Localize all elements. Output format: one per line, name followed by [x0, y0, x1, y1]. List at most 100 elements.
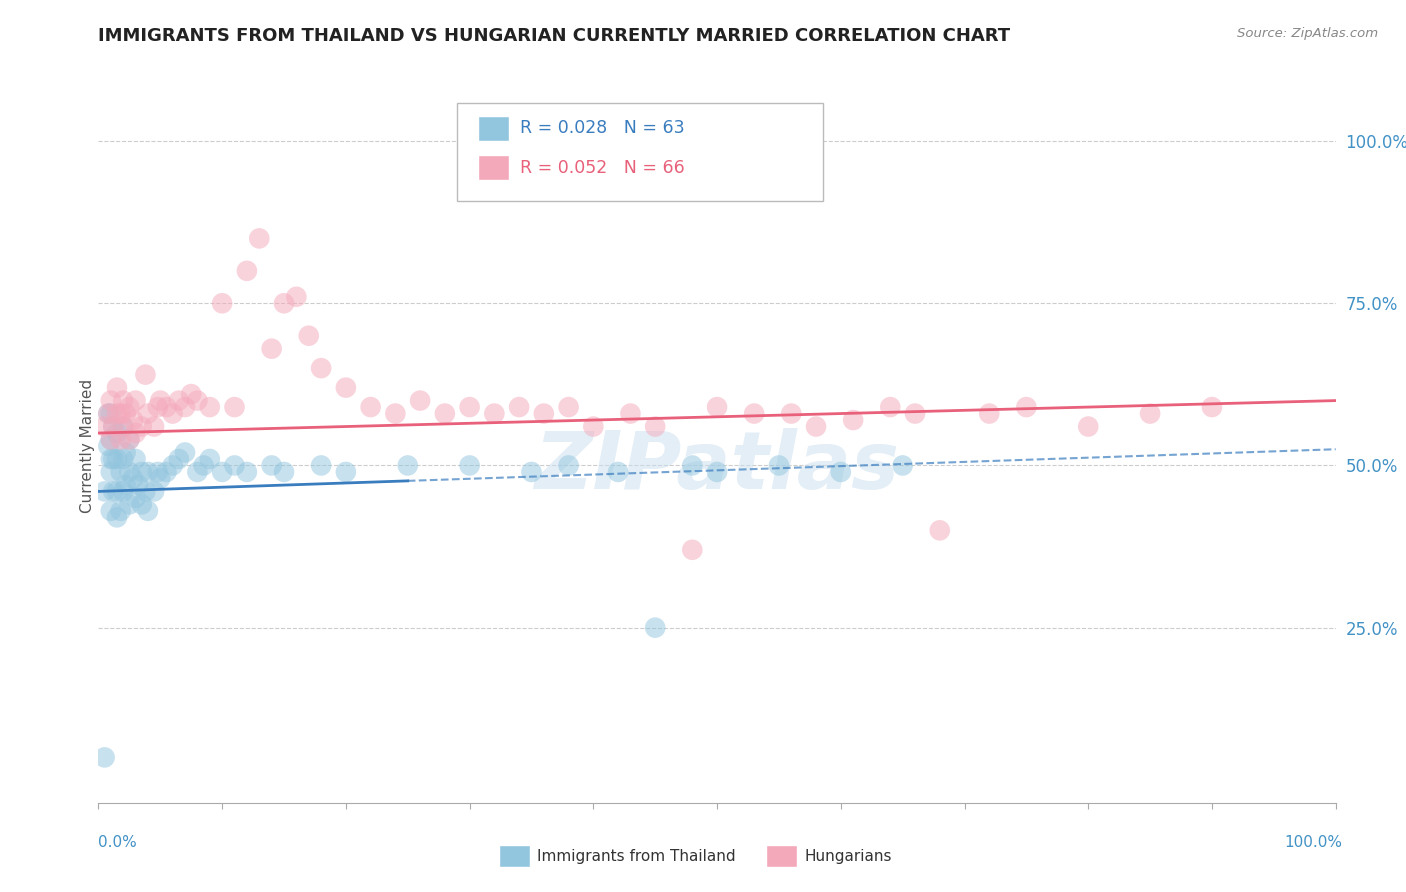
Point	[742, 407, 765, 421]
Point	[112, 393, 135, 408]
Point	[146, 400, 169, 414]
Point	[706, 465, 728, 479]
Point	[136, 465, 159, 479]
Point	[131, 419, 153, 434]
Point	[110, 465, 132, 479]
Point	[143, 484, 166, 499]
Point	[309, 458, 332, 473]
Point	[211, 465, 233, 479]
Point	[167, 452, 190, 467]
Point	[409, 393, 432, 408]
Point	[105, 452, 128, 467]
Point	[557, 400, 579, 414]
Text: Hungarians: Hungarians	[804, 849, 891, 863]
Point	[508, 400, 530, 414]
Point	[285, 290, 308, 304]
Point	[335, 381, 357, 395]
Point	[97, 439, 120, 453]
Point	[105, 484, 128, 499]
Point	[93, 750, 115, 764]
Point	[162, 458, 184, 473]
Point	[112, 419, 135, 434]
Point	[224, 400, 246, 414]
Point	[458, 400, 481, 414]
Point	[167, 393, 190, 408]
Point	[118, 465, 141, 479]
Point	[904, 407, 927, 421]
Point	[607, 465, 630, 479]
Point	[830, 465, 852, 479]
Point	[384, 407, 406, 421]
Point	[198, 452, 221, 467]
Point	[103, 484, 125, 499]
Point	[100, 504, 122, 518]
Point	[484, 407, 506, 421]
Point	[533, 407, 555, 421]
Point	[100, 407, 122, 421]
Point	[804, 419, 827, 434]
Point	[118, 497, 141, 511]
Point	[247, 231, 270, 245]
Point	[260, 342, 283, 356]
Point	[155, 400, 177, 414]
Point	[118, 400, 141, 414]
Point	[100, 433, 122, 447]
Point	[198, 400, 221, 414]
Point	[149, 393, 172, 408]
Text: R = 0.052   N = 66: R = 0.052 N = 66	[520, 159, 685, 177]
Point	[103, 419, 125, 434]
Point	[105, 407, 128, 421]
Point	[143, 419, 166, 434]
Point	[186, 393, 208, 408]
Text: Source: ZipAtlas.com: Source: ZipAtlas.com	[1237, 27, 1378, 40]
Point	[105, 425, 128, 440]
Point	[1201, 400, 1223, 414]
Point	[155, 465, 177, 479]
Point	[110, 504, 132, 518]
Point	[131, 465, 153, 479]
Text: Immigrants from Thailand: Immigrants from Thailand	[537, 849, 735, 863]
Point	[928, 524, 950, 538]
Point	[100, 452, 122, 467]
Point	[842, 413, 865, 427]
Point	[273, 296, 295, 310]
Point	[582, 419, 605, 434]
Point	[100, 465, 122, 479]
Point	[149, 471, 172, 485]
Point	[174, 445, 197, 459]
Point	[103, 452, 125, 467]
Point	[557, 458, 579, 473]
Point	[112, 484, 135, 499]
Text: R = 0.028   N = 63: R = 0.028 N = 63	[520, 120, 685, 137]
Point	[162, 407, 184, 421]
Point	[105, 381, 128, 395]
Point	[136, 504, 159, 518]
Point	[110, 407, 132, 421]
Point	[124, 393, 146, 408]
Point	[114, 445, 136, 459]
Point	[891, 458, 914, 473]
Point	[619, 407, 641, 421]
Point	[122, 413, 145, 427]
Point	[520, 465, 543, 479]
Point	[1077, 419, 1099, 434]
Point	[118, 433, 141, 447]
Point	[193, 458, 215, 473]
Point	[114, 478, 136, 492]
Point	[174, 400, 197, 414]
Point	[979, 407, 1001, 421]
Point	[273, 465, 295, 479]
Point	[146, 465, 169, 479]
Point	[100, 433, 122, 447]
Point	[124, 491, 146, 505]
Point	[433, 407, 456, 421]
Point	[681, 458, 703, 473]
Text: IMMIGRANTS FROM THAILAND VS HUNGARIAN CURRENTLY MARRIED CORRELATION CHART: IMMIGRANTS FROM THAILAND VS HUNGARIAN CU…	[98, 27, 1011, 45]
Text: ZIPatlas: ZIPatlas	[534, 428, 900, 507]
Point	[260, 458, 283, 473]
Point	[105, 510, 128, 524]
Text: 0.0%: 0.0%	[98, 836, 138, 850]
Point	[124, 452, 146, 467]
Point	[309, 361, 332, 376]
Y-axis label: Currently Married: Currently Married	[80, 379, 94, 513]
